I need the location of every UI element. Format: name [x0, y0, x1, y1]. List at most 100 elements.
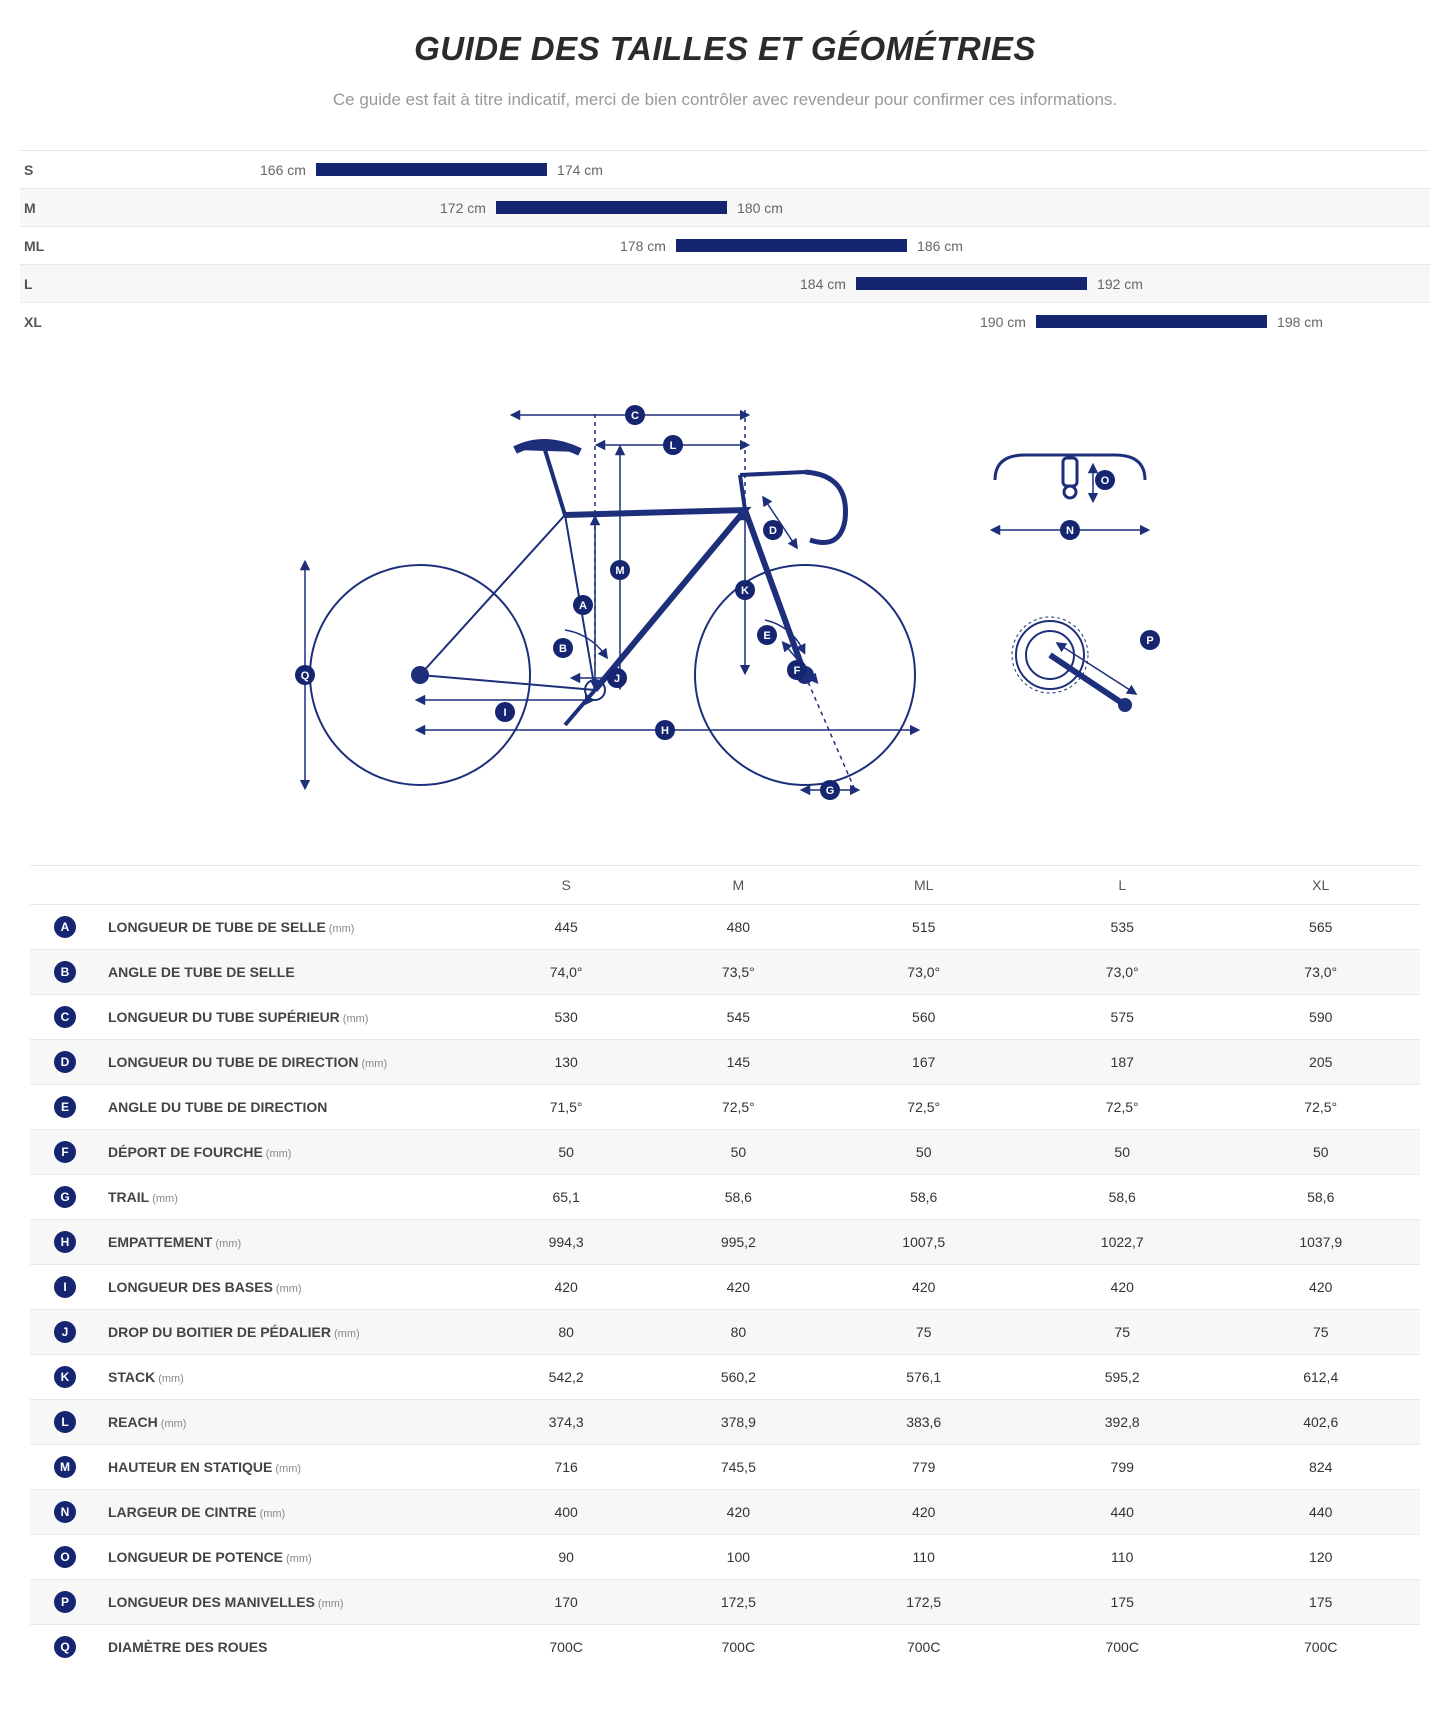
geo-value: 440 — [1221, 1490, 1420, 1535]
geo-value: 420 — [652, 1490, 824, 1535]
size-max: 186 cm — [917, 238, 963, 254]
geo-name-cell: ANGLE DU TUBE DE DIRECTION — [100, 1085, 480, 1130]
geo-value: 1037,9 — [1221, 1220, 1420, 1265]
geo-value: 824 — [1221, 1445, 1420, 1490]
geo-value: 130 — [480, 1040, 652, 1085]
size-max: 198 cm — [1277, 314, 1323, 330]
geo-row-o: OLONGUEUR DE POTENCE(mm)90100110110120 — [30, 1535, 1420, 1580]
geo-row-b: BANGLE DE TUBE DE SELLE74,0°73,5°73,0°73… — [30, 950, 1420, 995]
size-track: 178 cm186 cm — [80, 227, 1430, 264]
geo-value: 700C — [824, 1625, 1023, 1670]
geo-value: 72,5° — [1023, 1085, 1222, 1130]
geo-value: 72,5° — [824, 1085, 1023, 1130]
geo-letter-cell: O — [30, 1535, 100, 1580]
geo-value: 110 — [1023, 1535, 1222, 1580]
geo-value: 172,5 — [652, 1580, 824, 1625]
geo-name-cell: DIAMÈTRE DES ROUES — [100, 1625, 480, 1670]
geo-name-cell: ANGLE DE TUBE DE SELLE — [100, 950, 480, 995]
geo-value: 75 — [1221, 1310, 1420, 1355]
letter-badge: J — [54, 1321, 76, 1343]
geo-value: 480 — [652, 905, 824, 950]
geo-row-m: MHAUTEUR EN STATIQUE(mm)716745,577979982… — [30, 1445, 1420, 1490]
size-bar — [316, 163, 547, 176]
geo-col-header: M — [652, 866, 824, 905]
size-label: ML — [20, 238, 80, 254]
geo-value: 205 — [1221, 1040, 1420, 1085]
geo-value: 420 — [1023, 1265, 1222, 1310]
geo-value: 170 — [480, 1580, 652, 1625]
size-track: 172 cm180 cm — [80, 189, 1430, 226]
size-row-ml: ML178 cm186 cm — [20, 226, 1430, 264]
geo-letter-cell: M — [30, 1445, 100, 1490]
letter-badge: M — [54, 1456, 76, 1478]
geo-letter-cell: K — [30, 1355, 100, 1400]
size-bar — [1036, 315, 1267, 328]
geo-row-i: ILONGUEUR DES BASES(mm)420420420420420 — [30, 1265, 1420, 1310]
geo-value: 700C — [1221, 1625, 1420, 1670]
geo-value: 73,0° — [1221, 950, 1420, 995]
geo-row-j: JDROP DU BOITIER DE PÉDALIER(mm)80807575… — [30, 1310, 1420, 1355]
geo-row-g: GTRAIL(mm)65,158,658,658,658,6 — [30, 1175, 1420, 1220]
geo-name-cell: LONGUEUR DES BASES(mm) — [100, 1265, 480, 1310]
size-max: 174 cm — [557, 162, 603, 178]
geo-value: 110 — [824, 1535, 1023, 1580]
size-range-chart: S166 cm174 cmM172 cm180 cmML178 cm186 cm… — [20, 150, 1430, 340]
size-track: 190 cm198 cm — [80, 303, 1430, 340]
geo-row-k: KSTACK(mm)542,2560,2576,1595,2612,4 — [30, 1355, 1420, 1400]
geo-value: 145 — [652, 1040, 824, 1085]
geo-value: 402,6 — [1221, 1400, 1420, 1445]
geo-value: 100 — [652, 1535, 824, 1580]
geo-value: 545 — [652, 995, 824, 1040]
geo-letter-cell: F — [30, 1130, 100, 1175]
geo-value: 58,6 — [652, 1175, 824, 1220]
geo-name-cell: STACK(mm) — [100, 1355, 480, 1400]
geo-value: 50 — [480, 1130, 652, 1175]
geo-value: 90 — [480, 1535, 652, 1580]
geo-value: 50 — [1023, 1130, 1222, 1175]
geo-row-a: ALONGUEUR DE TUBE DE SELLE(mm)4454805155… — [30, 905, 1420, 950]
size-row-l: L184 cm192 cm — [20, 264, 1430, 302]
geo-letter-cell: D — [30, 1040, 100, 1085]
geo-value: 65,1 — [480, 1175, 652, 1220]
geo-name-cell: LONGUEUR DES MANIVELLES(mm) — [100, 1580, 480, 1625]
letter-badge: C — [54, 1006, 76, 1028]
geo-letter-cell: A — [30, 905, 100, 950]
page-subtitle: Ce guide est fait à titre indicatif, mer… — [0, 90, 1450, 110]
geo-value: 530 — [480, 995, 652, 1040]
geo-value: 612,4 — [1221, 1355, 1420, 1400]
geo-letter-cell: G — [30, 1175, 100, 1220]
size-label: M — [20, 200, 80, 216]
geo-value: 590 — [1221, 995, 1420, 1040]
geo-row-l: LREACH(mm)374,3378,9383,6392,8402,6 — [30, 1400, 1420, 1445]
geo-letter-cell: P — [30, 1580, 100, 1625]
svg-text:L: L — [670, 440, 677, 452]
geo-value: 58,6 — [1221, 1175, 1420, 1220]
geo-value: 71,5° — [480, 1085, 652, 1130]
svg-text:B: B — [559, 643, 567, 655]
geo-value: 995,2 — [652, 1220, 824, 1265]
geo-row-c: CLONGUEUR DU TUBE SUPÉRIEUR(mm)530545560… — [30, 995, 1420, 1040]
letter-badge: B — [54, 961, 76, 983]
page-title: GUIDE DES TAILLES ET GÉOMÉTRIES — [0, 30, 1450, 68]
svg-text:H: H — [661, 725, 669, 737]
letter-badge: I — [54, 1276, 76, 1298]
size-row-xl: XL190 cm198 cm — [20, 302, 1430, 340]
geo-value: 58,6 — [1023, 1175, 1222, 1220]
geo-col-header: ML — [824, 866, 1023, 905]
geo-name-cell: LARGEUR DE CINTRE(mm) — [100, 1490, 480, 1535]
geo-value: 700C — [652, 1625, 824, 1670]
geo-name-cell: TRAIL(mm) — [100, 1175, 480, 1220]
svg-text:I: I — [503, 707, 506, 719]
geo-value: 560,2 — [652, 1355, 824, 1400]
geo-value: 420 — [824, 1265, 1023, 1310]
size-label: L — [20, 276, 80, 292]
geo-value: 994,3 — [480, 1220, 652, 1265]
svg-text:E: E — [763, 630, 770, 642]
geo-value: 799 — [1023, 1445, 1222, 1490]
geo-value: 50 — [652, 1130, 824, 1175]
letter-badge: O — [54, 1546, 76, 1568]
geo-row-f: FDÉPORT DE FOURCHE(mm)5050505050 — [30, 1130, 1420, 1175]
geo-value: 75 — [824, 1310, 1023, 1355]
geo-value: 72,5° — [1221, 1085, 1420, 1130]
size-track: 166 cm174 cm — [80, 151, 1430, 188]
